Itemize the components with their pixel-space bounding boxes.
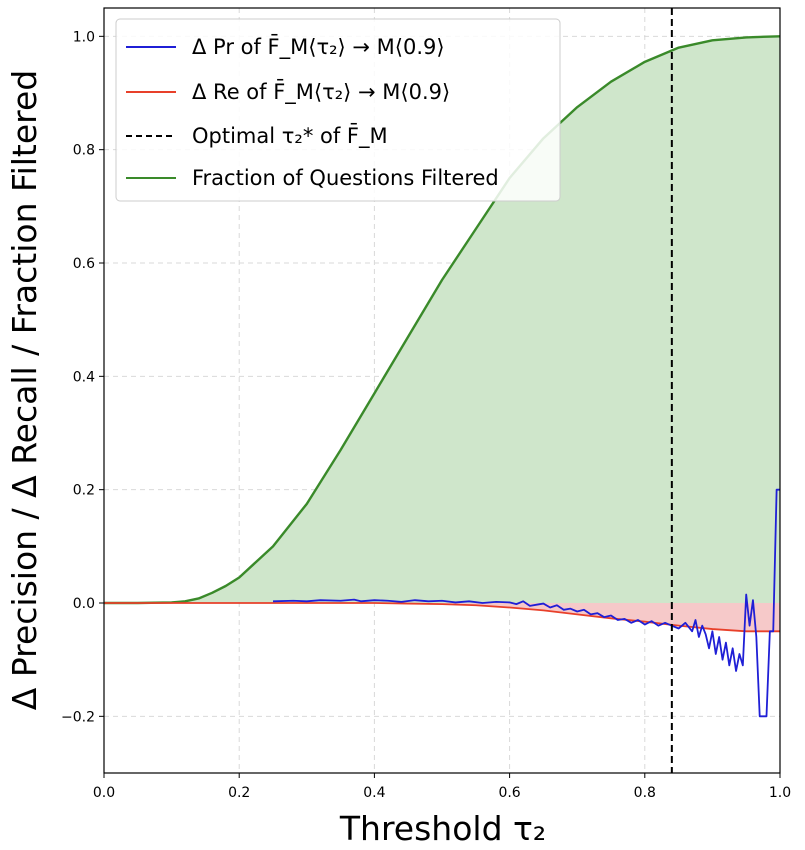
x-tick-label-2: 0.4 <box>363 785 385 801</box>
y-tick-label-1: 0.0 <box>73 596 95 612</box>
legend-box <box>115 18 561 202</box>
x-tick-label-0: 0.0 <box>93 785 115 801</box>
x-ticks: 0.0 0.2 0.4 0.6 0.8 1.0 <box>93 773 791 801</box>
series-line-2 <box>104 35 781 605</box>
series-lines <box>104 35 781 718</box>
y-tick-label-5: 0.8 <box>73 143 95 159</box>
legend-label-precision: Δ Pr of F̄_M⟨τ₂⟩ → M⟨0.9⟩ <box>192 34 445 60</box>
legend-label-fraction: Fraction of Questions Filtered <box>192 166 499 190</box>
y-tick-label-2: 0.2 <box>73 483 95 499</box>
x-tick-label-4: 0.8 <box>634 785 656 801</box>
y-axis-title: Δ Precision / Δ Recall / Fraction Filter… <box>5 70 44 711</box>
axes-frame <box>103 7 781 774</box>
x-tick-label-3: 0.6 <box>498 785 520 801</box>
legend-label-recall: Δ Re of F̄_M⟨τ₂⟩ → M⟨0.9⟩ <box>192 79 450 105</box>
y-tick-label-3: 0.4 <box>73 369 95 385</box>
x-axis-title: Threshold τ₂ <box>339 809 546 848</box>
x-tick-label-5: 1.0 <box>769 785 791 801</box>
y-ticks: −0.2 0.0 0.2 0.4 0.6 0.8 1.0 <box>61 29 104 725</box>
axes <box>103 7 781 774</box>
fill-area-1 <box>104 603 780 632</box>
legend-label-optimal: Optimal τ₂* of F̄_M <box>192 123 388 149</box>
series-line-1 <box>104 602 780 633</box>
y-tick-label-6: 1.0 <box>73 29 95 45</box>
x-tick-label-1: 0.2 <box>228 785 250 801</box>
y-tick-label-4: 0.6 <box>73 256 95 272</box>
series-line-0 <box>272 488 780 718</box>
fill-area-0 <box>104 36 780 604</box>
legend: Δ Pr of F̄_M⟨τ₂⟩ → M⟨0.9⟩ Δ Re of F̄_M⟨τ… <box>115 18 561 202</box>
y-tick-label-0: −0.2 <box>61 709 95 725</box>
fill-areas <box>104 36 780 632</box>
